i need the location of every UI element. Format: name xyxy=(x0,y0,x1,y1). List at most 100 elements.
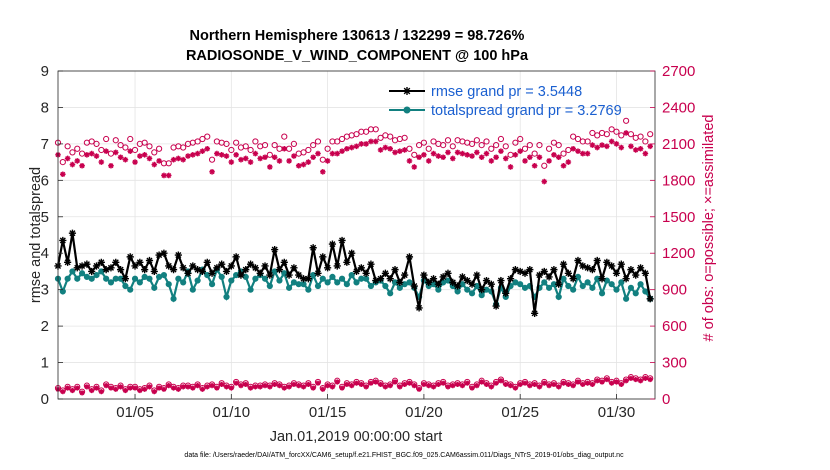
totalspread-point xyxy=(545,284,553,291)
rmse-point xyxy=(179,264,187,272)
obs-possible-point xyxy=(541,162,548,169)
obs-assimilated-point xyxy=(435,153,442,159)
obs-low-assimilated-point xyxy=(74,385,80,391)
grid xyxy=(58,70,655,400)
obs-low-assimilated-point xyxy=(300,384,307,390)
tick-label-right: 0 xyxy=(662,391,670,408)
obs-low-assimilated-point xyxy=(156,385,162,391)
rmse-point xyxy=(218,260,226,268)
obs-possible-point xyxy=(387,133,394,140)
obs-assimilated-point xyxy=(401,147,408,153)
totalspread-point xyxy=(560,275,567,282)
series-layer xyxy=(54,117,654,396)
rmse-point xyxy=(627,266,635,274)
obs-possible-point xyxy=(156,145,163,152)
obs-low-assimilated-point xyxy=(180,384,186,390)
tick-label-right: 1500 xyxy=(662,209,695,226)
totalspread-point xyxy=(584,279,591,286)
obs-low-assimilated-point xyxy=(556,384,562,390)
obs-possible-point xyxy=(594,132,601,139)
obs-possible-point xyxy=(560,150,567,157)
rmse-point xyxy=(304,275,312,283)
rmse-point xyxy=(386,275,394,283)
totalspread-point xyxy=(228,277,235,284)
legend-rmse-star xyxy=(403,87,411,95)
totalspread-point xyxy=(285,284,293,291)
obs-assimilated-point xyxy=(214,150,220,157)
rmse-point xyxy=(261,262,269,270)
tick-label-x: 01/25 xyxy=(501,404,539,421)
obs-assimilated-point xyxy=(334,150,341,157)
obs-possible-point xyxy=(570,133,577,140)
obs-possible-point xyxy=(64,143,71,150)
rmse-point xyxy=(454,282,462,290)
obs-possible-point xyxy=(536,142,543,149)
totalspread-point xyxy=(406,279,413,286)
rmse-point xyxy=(68,229,77,237)
totalspread-point xyxy=(468,290,476,297)
obs-low-assimilated-point xyxy=(594,378,600,384)
obs-assimilated-point xyxy=(252,150,259,157)
rmse-point xyxy=(348,249,356,257)
y-axis-left-label: rmse and totalspread xyxy=(28,167,44,303)
obs-assimilated-point xyxy=(478,154,485,161)
rmse-point xyxy=(213,264,221,272)
obs-possible-point xyxy=(550,139,557,146)
obs-assimilated-point xyxy=(247,159,254,165)
rmse-point xyxy=(478,286,486,294)
rmse-line xyxy=(56,233,652,314)
totalspread-point xyxy=(74,275,81,282)
obs-possible-point xyxy=(271,142,278,149)
obs-possible-point xyxy=(363,128,370,135)
obs-possible-point xyxy=(517,135,524,143)
obs-possible-point xyxy=(78,150,86,157)
obs-possible-point xyxy=(107,150,115,157)
rmse-point xyxy=(131,262,139,270)
obs-low-assimilated-point xyxy=(493,380,499,386)
rmse-point xyxy=(367,260,375,268)
tick-label-right: 2700 xyxy=(662,63,695,80)
obs-low-assimilated-point xyxy=(353,380,360,386)
totalspread-point xyxy=(623,295,630,302)
obs-possible-point xyxy=(618,132,625,139)
obs-possible-point xyxy=(310,142,317,149)
obs-low-assimilated-point xyxy=(305,381,311,388)
obs-low-assimilated-point xyxy=(628,375,634,381)
obs-low-assimilated-point xyxy=(406,380,413,386)
obs-assimilated-point xyxy=(161,172,167,179)
obs-assimilated-point xyxy=(238,156,244,163)
legend-spread-label: totalspread grand pr = 3.2769 xyxy=(431,103,622,119)
rmse-point xyxy=(497,276,505,285)
rmse-point xyxy=(506,275,515,283)
obs-low-assimilated-point xyxy=(195,383,201,389)
obs-assimilated-point xyxy=(300,161,307,168)
obs-low-assimilated-point xyxy=(325,383,331,389)
obs-low-assimilated-point xyxy=(392,379,398,385)
obs-assimilated-point xyxy=(589,142,596,148)
rmse-point xyxy=(564,269,572,277)
obs-assimilated-point xyxy=(137,153,143,159)
obs-assimilated-point xyxy=(570,145,576,152)
obs-assimilated-point xyxy=(122,156,129,163)
obs-assimilated-point xyxy=(324,158,331,164)
obs-low-assimilated-point xyxy=(214,385,220,391)
obs-low-assimilated-point xyxy=(633,376,639,383)
totalspread-point xyxy=(329,273,336,281)
totalspread-point xyxy=(396,284,403,291)
totalspread-point xyxy=(382,282,389,290)
rmse-point xyxy=(295,271,303,279)
obs-possible-point xyxy=(493,142,500,149)
totalspread-point xyxy=(127,286,134,293)
obs-low-assimilated-point xyxy=(286,384,292,390)
rmse-point xyxy=(208,269,216,277)
obs-assimilated-point xyxy=(416,154,422,161)
obs-assimilated-point xyxy=(223,153,230,159)
rmse-point xyxy=(550,266,558,274)
totalspread-point xyxy=(175,275,182,282)
obs-low-assimilated-point xyxy=(233,380,239,386)
obs-possible-point xyxy=(146,143,153,150)
rmse-point xyxy=(502,289,510,297)
obs-assimilated-point xyxy=(406,158,413,164)
tick-label-left: 8 xyxy=(41,99,49,116)
